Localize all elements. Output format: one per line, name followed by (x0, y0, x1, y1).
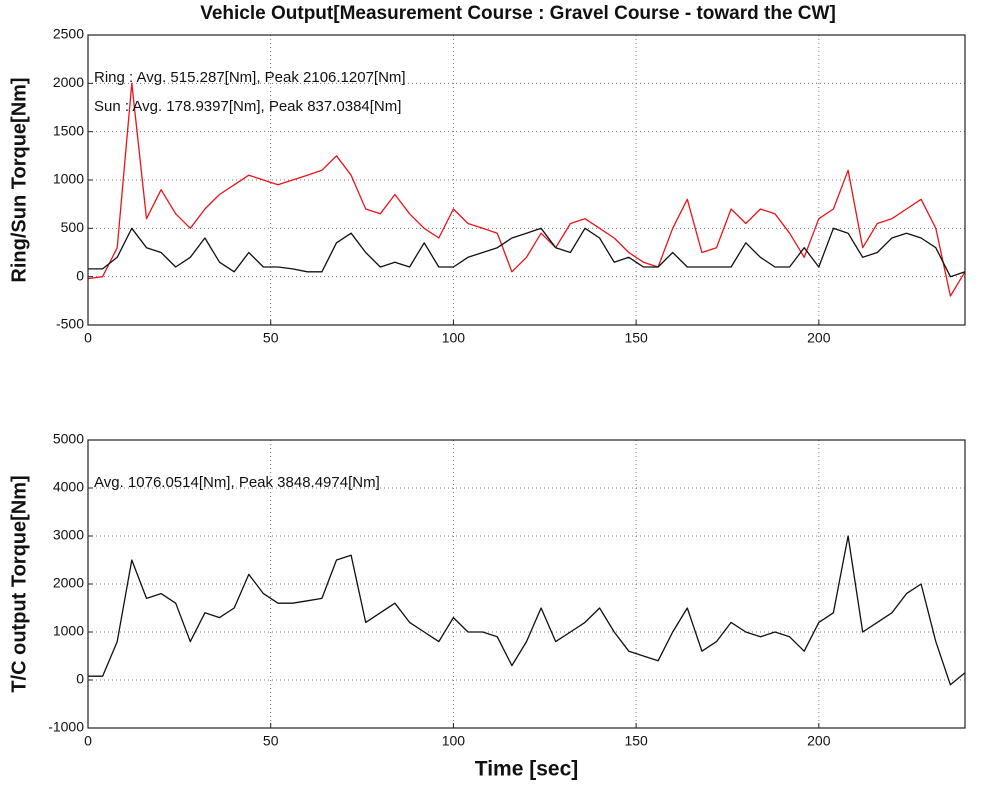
x-tick-label: 200 (807, 733, 831, 749)
annotation: Sun : Avg. 178.9397[Nm], Peak 837.0384[N… (94, 98, 401, 115)
y-tick-label: 2000 (53, 575, 84, 591)
x-tick-label: 150 (624, 330, 648, 346)
x-axis-label: Time [sec] (475, 758, 579, 781)
y-tick-label: 4000 (53, 479, 84, 495)
x-tick-label: 50 (263, 330, 279, 346)
x-tick-label: 150 (624, 733, 648, 749)
y-tick-label: -500 (56, 316, 84, 332)
x-tick-label: 0 (84, 330, 92, 346)
data-line (87, 82, 966, 297)
annotation: Ring : Avg. 515.287[Nm], Peak 2106.1207[… (94, 69, 406, 86)
y-tick-label: 2500 (53, 26, 84, 42)
y-tick-label: 5000 (53, 431, 84, 447)
y-tick-label: 500 (61, 219, 85, 235)
plot-frame (87, 439, 966, 729)
y-axis-label: Ring/Sun Torque[Nm] (8, 77, 30, 282)
y-tick-label: -1000 (48, 719, 84, 735)
y-tick-label: 1500 (53, 122, 84, 138)
x-tick-label: 50 (263, 733, 279, 749)
y-axis-label: T/C output Torque[Nm] (8, 475, 30, 692)
data-line (88, 535, 966, 686)
data-line (88, 227, 966, 278)
y-tick-label: 3000 (53, 527, 84, 543)
y-tick-label: 0 (76, 267, 84, 283)
y-tick-label: 0 (76, 671, 84, 687)
chart-title: Vehicle Output[Measurement Course : Grav… (200, 3, 836, 24)
y-tick-label: 2000 (53, 74, 84, 90)
y-tick-label: 1000 (53, 623, 84, 639)
y-tick-label: 1000 (53, 171, 84, 187)
x-tick-label: 200 (807, 330, 831, 346)
plot-frame (87, 34, 966, 326)
x-tick-label: 100 (442, 733, 466, 749)
x-tick-label: 100 (442, 330, 466, 346)
annotation: Avg. 1076.0514[Nm], Peak 3848.4974[Nm] (94, 474, 380, 491)
x-tick-label: 0 (84, 733, 92, 749)
